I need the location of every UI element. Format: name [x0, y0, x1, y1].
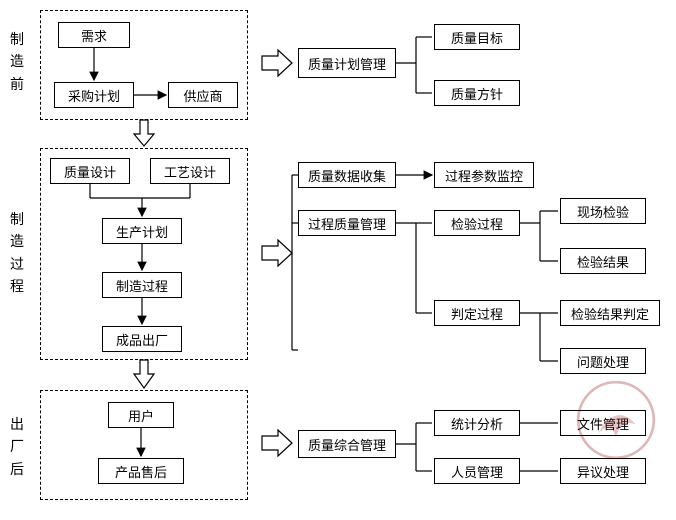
node-inspect-process: 检验过程 [434, 210, 520, 236]
node-result-judge: 检验结果判定 [560, 300, 660, 326]
node-onsite-inspect: 现场检验 [560, 198, 646, 224]
node-data-collection: 质量数据收集 [298, 162, 396, 188]
node-quality-target: 质量目标 [434, 24, 520, 50]
node-staff-mgmt: 人员管理 [434, 458, 520, 484]
node-process-qm: 过程质量管理 [298, 210, 396, 236]
node-finished-goods: 成品出厂 [102, 326, 182, 352]
node-mfg-process: 制造过程 [102, 272, 182, 298]
phase-label-pre: 制造前 [10, 30, 24, 97]
node-process-design: 工艺设计 [150, 158, 230, 184]
node-stat-analysis: 统计分析 [434, 410, 520, 436]
node-issue-handle: 问题处理 [560, 348, 646, 374]
node-param-monitor: 过程参数监控 [434, 162, 534, 188]
node-production-plan: 生产计划 [102, 218, 182, 244]
node-after-sales: 产品售后 [98, 458, 184, 484]
node-judge-process: 判定过程 [434, 300, 520, 326]
phase-label-post: 出厂后 [10, 415, 24, 482]
node-user: 用户 [108, 402, 174, 428]
node-demand: 需求 [58, 22, 130, 48]
node-inspect-result: 检验结果 [560, 248, 646, 274]
node-integrated-qm: 质量综合管理 [298, 430, 396, 458]
node-quality-plan-mgmt: 质量计划管理 [298, 48, 396, 78]
phase-label-mid: 制造过程 [10, 210, 24, 300]
node-quality-design: 质量设计 [50, 158, 130, 184]
node-supplier: 供应商 [168, 82, 238, 108]
watermark-icon [571, 375, 661, 465]
node-quality-policy: 质量方针 [434, 80, 520, 106]
node-purchase-plan: 采购计划 [54, 82, 134, 108]
